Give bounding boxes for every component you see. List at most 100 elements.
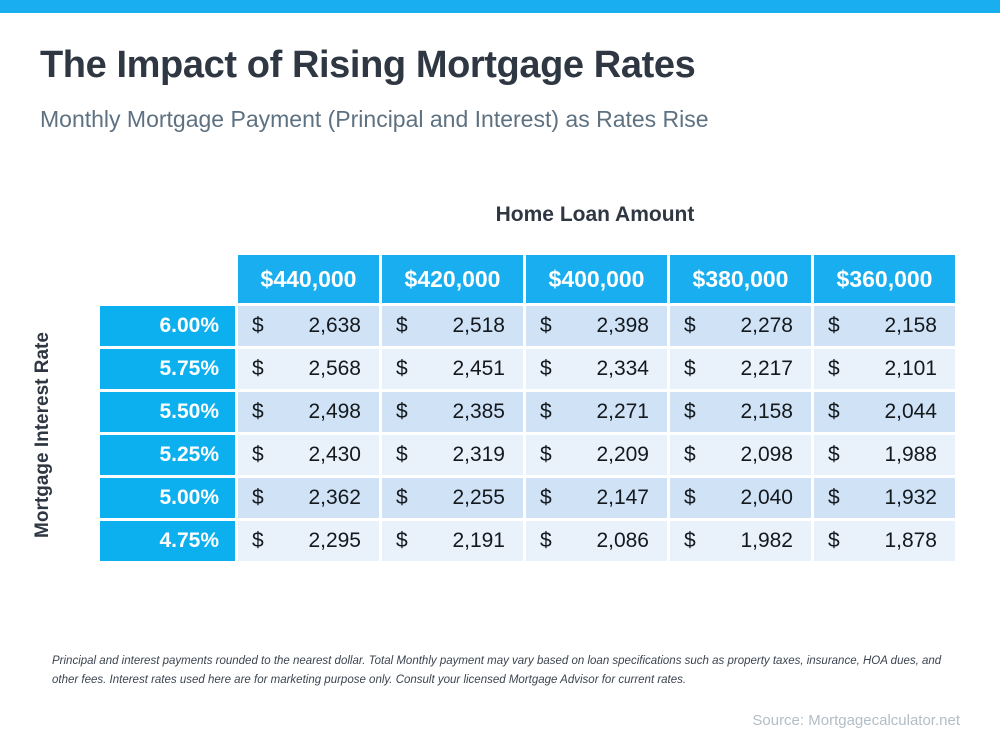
payment-amount: 2,295 xyxy=(308,529,361,552)
payment-amount: 2,430 xyxy=(308,443,361,466)
currency-symbol: $ xyxy=(252,314,264,337)
payment-cell: $2,451 xyxy=(382,349,523,389)
rate-label-cell: 6.00% xyxy=(100,306,235,346)
payment-cell: $2,568 xyxy=(238,349,379,389)
currency-symbol: $ xyxy=(540,486,552,509)
currency-symbol: $ xyxy=(540,357,552,380)
table-row: 5.75% $2,568 $2,451 $2,334 $2,217 $2,101 xyxy=(100,349,955,389)
payment-amount: 1,982 xyxy=(740,529,793,552)
payment-amount: 2,147 xyxy=(596,486,649,509)
payment-amount: 2,638 xyxy=(308,314,361,337)
currency-symbol: $ xyxy=(828,357,840,380)
currency-symbol: $ xyxy=(684,529,696,552)
payment-cell: $2,271 xyxy=(526,392,667,432)
currency-symbol: $ xyxy=(684,357,696,380)
currency-symbol: $ xyxy=(396,357,408,380)
currency-symbol: $ xyxy=(828,400,840,423)
payment-amount: 2,498 xyxy=(308,400,361,423)
currency-symbol: $ xyxy=(252,357,264,380)
table-row: 6.00% $2,638 $2,518 $2,398 $2,278 $2,158 xyxy=(100,306,955,346)
payment-amount: 2,278 xyxy=(740,314,793,337)
payment-amount: 2,040 xyxy=(740,486,793,509)
source-attribution: Source: Mortgagecalculator.net xyxy=(752,712,960,729)
payment-cell: $2,191 xyxy=(382,521,523,561)
payment-amount: 2,451 xyxy=(452,357,505,380)
payment-cell: $2,398 xyxy=(526,306,667,346)
currency-symbol: $ xyxy=(828,486,840,509)
payment-cell: $2,086 xyxy=(526,521,667,561)
payment-amount: 2,398 xyxy=(596,314,649,337)
currency-symbol: $ xyxy=(540,443,552,466)
currency-symbol: $ xyxy=(684,400,696,423)
payment-amount: 1,878 xyxy=(884,529,937,552)
column-header-cell: $420,000 xyxy=(382,255,523,303)
payment-cell: $2,498 xyxy=(238,392,379,432)
table-row: 5.25% $2,430 $2,319 $2,209 $2,098 $1,988 xyxy=(100,435,955,475)
payment-amount: 2,271 xyxy=(596,400,649,423)
payment-cell: $2,217 xyxy=(670,349,811,389)
payment-cell: $1,932 xyxy=(814,478,955,518)
currency-symbol: $ xyxy=(396,314,408,337)
payment-cell: $2,158 xyxy=(814,306,955,346)
footnote-disclaimer: Principal and interest payments rounded … xyxy=(52,655,942,686)
rate-label-cell: 4.75% xyxy=(100,521,235,561)
payment-cell: $2,430 xyxy=(238,435,379,475)
currency-symbol: $ xyxy=(828,314,840,337)
currency-symbol: $ xyxy=(252,400,264,423)
payment-cell: $2,040 xyxy=(670,478,811,518)
rate-label-cell: 5.25% xyxy=(100,435,235,475)
table-row: 5.50% $2,498 $2,385 $2,271 $2,158 $2,044 xyxy=(100,392,955,432)
payment-cell: $1,878 xyxy=(814,521,955,561)
payment-amount: 2,362 xyxy=(308,486,361,509)
table-row: 5.00% $2,362 $2,255 $2,147 $2,040 $1,932 xyxy=(100,478,955,518)
column-header-cell: $380,000 xyxy=(670,255,811,303)
mortgage-payment-table: $440,000 $420,000 $400,000 $380,000 $360… xyxy=(100,255,955,564)
column-group-label: Home Loan Amount xyxy=(495,203,695,226)
payment-amount: 2,334 xyxy=(596,357,649,380)
table-corner-cell xyxy=(100,255,235,303)
currency-symbol: $ xyxy=(684,314,696,337)
payment-amount: 2,101 xyxy=(884,357,937,380)
payment-cell: $2,147 xyxy=(526,478,667,518)
row-group-label: Mortgage Interest Rate xyxy=(30,300,56,570)
payment-amount: 2,158 xyxy=(740,400,793,423)
rate-label-cell: 5.75% xyxy=(100,349,235,389)
currency-symbol: $ xyxy=(396,529,408,552)
payment-amount: 2,158 xyxy=(884,314,937,337)
currency-symbol: $ xyxy=(828,529,840,552)
payment-cell: $2,098 xyxy=(670,435,811,475)
currency-symbol: $ xyxy=(540,400,552,423)
rate-label-cell: 5.00% xyxy=(100,478,235,518)
payment-amount: 1,988 xyxy=(884,443,937,466)
currency-symbol: $ xyxy=(396,400,408,423)
table-header-row: $440,000 $420,000 $400,000 $380,000 $360… xyxy=(100,255,955,303)
top-accent-banner xyxy=(0,0,1000,13)
column-header-cell: $360,000 xyxy=(814,255,955,303)
page-subtitle: Monthly Mortgage Payment (Principal and … xyxy=(40,106,709,132)
payment-amount: 2,098 xyxy=(740,443,793,466)
payment-cell: $2,638 xyxy=(238,306,379,346)
payment-cell: $2,362 xyxy=(238,478,379,518)
payment-amount: 2,191 xyxy=(452,529,505,552)
payment-cell: $2,385 xyxy=(382,392,523,432)
payment-amount: 2,217 xyxy=(740,357,793,380)
row-group-label-text: Mortgage Interest Rate xyxy=(32,332,53,538)
payment-cell: $2,255 xyxy=(382,478,523,518)
payment-cell: $2,278 xyxy=(670,306,811,346)
payment-cell: $2,334 xyxy=(526,349,667,389)
payment-amount: 2,209 xyxy=(596,443,649,466)
currency-symbol: $ xyxy=(252,443,264,466)
payment-amount: 2,255 xyxy=(452,486,505,509)
currency-symbol: $ xyxy=(540,314,552,337)
payment-cell: $2,044 xyxy=(814,392,955,432)
currency-symbol: $ xyxy=(684,486,696,509)
payment-cell: $2,518 xyxy=(382,306,523,346)
payment-cell: $2,101 xyxy=(814,349,955,389)
payment-cell: $1,982 xyxy=(670,521,811,561)
payment-amount: 2,568 xyxy=(308,357,361,380)
payment-cell: $2,319 xyxy=(382,435,523,475)
payment-cell: $1,988 xyxy=(814,435,955,475)
payment-amount: 2,086 xyxy=(596,529,649,552)
currency-symbol: $ xyxy=(684,443,696,466)
payment-amount: 2,044 xyxy=(884,400,937,423)
